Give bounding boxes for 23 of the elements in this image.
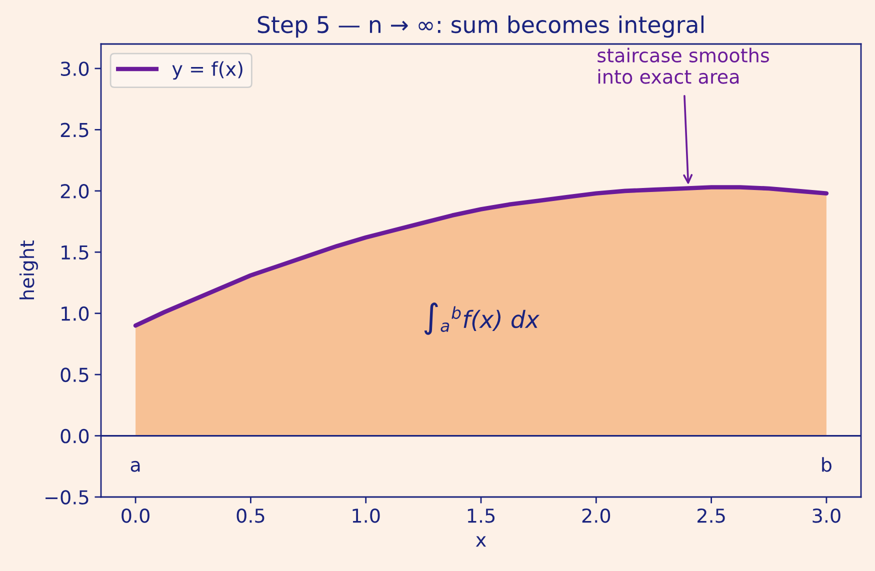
x-tick-label: 1.0 bbox=[352, 508, 380, 523]
x-tick-label: 0.0 bbox=[122, 508, 150, 523]
chart-title: Step 5 — n → ∞: sum becomes integral bbox=[258, 15, 704, 38]
x-tick-label: 1.5 bbox=[468, 508, 495, 523]
x-tick-label: 2.0 bbox=[582, 508, 610, 523]
x-tick-label: 3.0 bbox=[812, 508, 840, 523]
y-axis-title: height bbox=[19, 240, 38, 300]
x-axis-title: x bbox=[476, 536, 486, 547]
y-tick-label: 3.0 bbox=[60, 62, 89, 76]
y-tick-label: 0.0 bbox=[60, 428, 89, 444]
y-tick-label: 2.5 bbox=[60, 122, 88, 138]
annotation: ∫$_{a}$$^{b}$f(x) dx bbox=[424, 302, 540, 335]
y-tick-label: 1.5 bbox=[62, 245, 88, 260]
annotation: staircase smooths into exact area bbox=[598, 48, 769, 84]
legend-label: y = f(x) bbox=[172, 61, 242, 80]
x-tick-label: 2.5 bbox=[698, 508, 725, 523]
y-tick-label: 0.5 bbox=[60, 368, 88, 382]
annotation: b bbox=[822, 457, 832, 472]
annotation: a bbox=[130, 460, 140, 472]
y-tick-label: 1.0 bbox=[62, 306, 89, 321]
y-tick-label: −0.5 bbox=[46, 490, 88, 505]
x-tick-label: 0.5 bbox=[236, 508, 264, 523]
y-tick-label: 2.0 bbox=[60, 184, 89, 198]
